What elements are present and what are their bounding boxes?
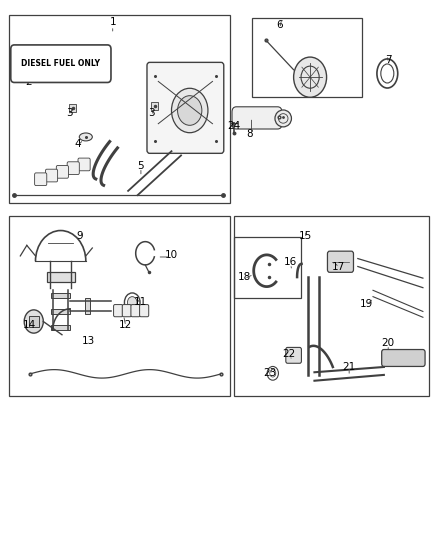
- FancyBboxPatch shape: [286, 348, 301, 364]
- FancyBboxPatch shape: [113, 304, 123, 317]
- Bar: [9, 15, 230, 203]
- Text: 7: 7: [385, 55, 392, 65]
- Bar: [28, 316, 39, 327]
- Text: 6: 6: [276, 20, 283, 30]
- Text: 24: 24: [228, 122, 241, 131]
- FancyBboxPatch shape: [328, 251, 353, 272]
- Ellipse shape: [79, 133, 92, 141]
- Bar: [9, 216, 230, 396]
- Bar: [234, 237, 301, 298]
- Text: 17: 17: [332, 262, 345, 271]
- FancyBboxPatch shape: [78, 158, 90, 171]
- Circle shape: [24, 310, 43, 333]
- FancyBboxPatch shape: [47, 272, 74, 282]
- FancyBboxPatch shape: [35, 173, 47, 185]
- Text: 11: 11: [134, 297, 148, 308]
- Bar: [85, 298, 90, 314]
- Text: 8: 8: [246, 130, 253, 139]
- FancyBboxPatch shape: [46, 169, 58, 182]
- FancyBboxPatch shape: [122, 304, 131, 317]
- Text: 4: 4: [75, 139, 81, 149]
- Bar: [51, 293, 70, 298]
- Text: 3: 3: [66, 108, 73, 118]
- FancyBboxPatch shape: [140, 304, 149, 317]
- Text: 19: 19: [360, 298, 373, 309]
- Bar: [51, 309, 70, 314]
- Circle shape: [177, 96, 202, 125]
- Text: 1: 1: [110, 17, 116, 27]
- FancyBboxPatch shape: [67, 162, 79, 174]
- Circle shape: [172, 88, 208, 133]
- FancyBboxPatch shape: [232, 107, 282, 129]
- Text: 5: 5: [138, 161, 144, 171]
- FancyBboxPatch shape: [131, 304, 140, 317]
- Bar: [69, 103, 76, 112]
- Text: 3: 3: [148, 108, 155, 118]
- Text: 9: 9: [77, 231, 84, 241]
- Bar: [51, 325, 70, 330]
- Text: 13: 13: [82, 336, 95, 345]
- FancyBboxPatch shape: [11, 45, 111, 83]
- Circle shape: [127, 297, 137, 308]
- FancyBboxPatch shape: [381, 350, 425, 367]
- Text: 22: 22: [282, 349, 295, 359]
- Text: 15: 15: [299, 231, 312, 241]
- Text: 16: 16: [284, 257, 297, 267]
- Text: 21: 21: [343, 362, 356, 372]
- Ellipse shape: [275, 110, 291, 127]
- Text: 18: 18: [237, 272, 251, 282]
- Bar: [151, 102, 158, 110]
- Text: 20: 20: [381, 338, 395, 348]
- Bar: [251, 18, 362, 98]
- Text: 23: 23: [264, 368, 277, 378]
- FancyBboxPatch shape: [147, 62, 224, 154]
- FancyBboxPatch shape: [57, 165, 68, 178]
- Text: 14: 14: [22, 320, 35, 330]
- Text: 12: 12: [119, 320, 132, 330]
- Text: 10: 10: [165, 250, 178, 260]
- Text: 2: 2: [26, 77, 32, 87]
- Bar: [234, 216, 429, 396]
- Circle shape: [293, 57, 327, 98]
- Text: DIESEL FUEL ONLY: DIESEL FUEL ONLY: [21, 59, 100, 68]
